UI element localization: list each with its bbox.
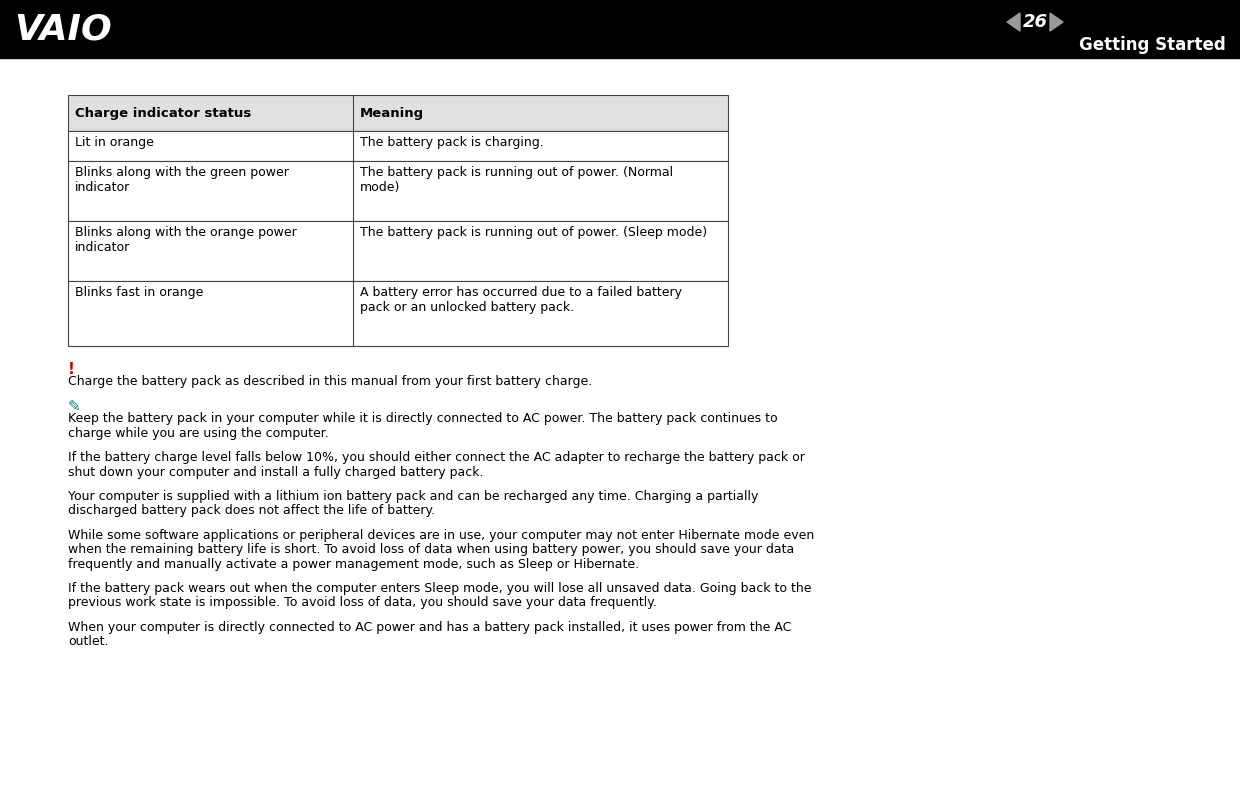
- Text: ✎: ✎: [68, 399, 81, 415]
- Text: If the battery charge level falls below 10%, you should either connect the AC ad: If the battery charge level falls below …: [68, 451, 805, 464]
- Bar: [68, 131, 728, 161]
- Bar: [68, 281, 728, 346]
- Text: discharged battery pack does not affect the life of battery.: discharged battery pack does not affect …: [68, 504, 435, 517]
- Text: outlet.: outlet.: [68, 635, 109, 648]
- Text: !: !: [68, 362, 74, 377]
- Text: The battery pack is running out of power. (Normal
mode): The battery pack is running out of power…: [360, 166, 673, 194]
- Text: 26: 26: [1023, 13, 1048, 31]
- Text: When your computer is directly connected to AC power and has a battery pack inst: When your computer is directly connected…: [68, 621, 791, 633]
- Text: A battery error has occurred due to a failed battery
pack or an unlocked battery: A battery error has occurred due to a fa…: [360, 286, 682, 314]
- Text: Lit in orange: Lit in orange: [74, 136, 154, 149]
- Bar: [68, 161, 728, 221]
- Polygon shape: [1007, 13, 1021, 31]
- Text: Getting Started: Getting Started: [1079, 36, 1226, 54]
- Bar: [68, 221, 728, 281]
- Text: shut down your computer and install a fully charged battery pack.: shut down your computer and install a fu…: [68, 466, 484, 479]
- Text: The battery pack is charging.: The battery pack is charging.: [360, 136, 544, 149]
- Text: If the battery pack wears out when the computer enters Sleep mode, you will lose: If the battery pack wears out when the c…: [68, 582, 811, 595]
- Text: Charge the battery pack as described in this manual from your first battery char: Charge the battery pack as described in …: [68, 375, 593, 388]
- Text: frequently and manually activate a power management mode, such as Sleep or Hiber: frequently and manually activate a power…: [68, 558, 639, 571]
- Text: Your computer is supplied with a lithium ion battery pack and can be recharged a: Your computer is supplied with a lithium…: [68, 490, 759, 503]
- Text: Charge indicator status: Charge indicator status: [74, 107, 252, 119]
- Text: Blinks along with the orange power
indicator: Blinks along with the orange power indic…: [74, 226, 296, 254]
- Text: charge while you are using the computer.: charge while you are using the computer.: [68, 427, 329, 440]
- Bar: [0, 0, 1240, 58]
- Text: The battery pack is running out of power. (Sleep mode): The battery pack is running out of power…: [360, 226, 707, 239]
- Bar: [68, 95, 728, 131]
- Text: While some software applications or peripheral devices are in use, your computer: While some software applications or peri…: [68, 529, 815, 541]
- Text: previous work state is impossible. To avoid loss of data, you should save your d: previous work state is impossible. To av…: [68, 596, 657, 609]
- Polygon shape: [1050, 13, 1063, 31]
- Text: Blinks fast in orange: Blinks fast in orange: [74, 286, 203, 299]
- Text: VAIO: VAIO: [14, 12, 112, 46]
- Text: Meaning: Meaning: [360, 107, 424, 119]
- Text: Keep the battery pack in your computer while it is directly connected to AC powe: Keep the battery pack in your computer w…: [68, 412, 777, 425]
- Text: Blinks along with the green power
indicator: Blinks along with the green power indica…: [74, 166, 289, 194]
- Text: when the remaining battery life is short. To avoid loss of data when using batte: when the remaining battery life is short…: [68, 543, 795, 556]
